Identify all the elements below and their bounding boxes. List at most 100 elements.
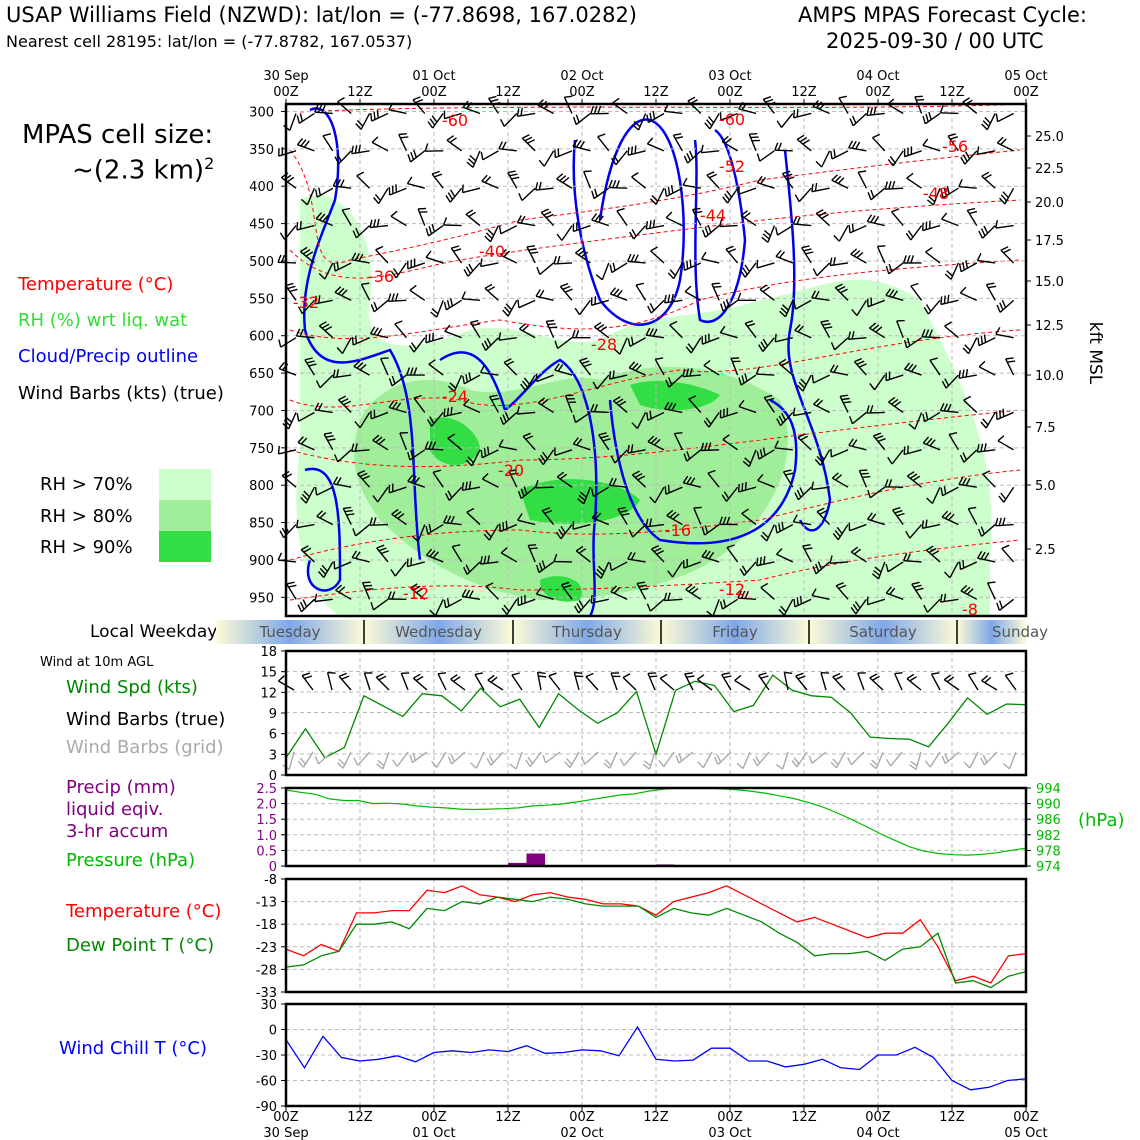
- wind-barb-flag: [969, 210, 978, 215]
- wind-barb: [333, 374, 352, 379]
- wind-barb: [977, 449, 996, 453]
- wind-barb: [801, 247, 812, 264]
- main-frame: [284, 102, 1028, 618]
- wind-barb-true-flag: [538, 675, 547, 678]
- wind-speed-label: Wind Spd (kts): [66, 677, 198, 698]
- wind-barb-flag: [646, 137, 654, 145]
- wind-barb-flag: [505, 303, 513, 311]
- wind-barb-flag: [667, 402, 673, 411]
- wind-barb-flag: [355, 335, 358, 344]
- wind-barb: [756, 561, 775, 567]
- wind-barb-grid: [317, 751, 333, 765]
- wind-barb: [482, 478, 499, 488]
- wind-barb-flag: [590, 595, 593, 604]
- wind-barb: [371, 112, 389, 122]
- wind-barb: [896, 320, 904, 338]
- wind-barb-flag: [967, 207, 976, 211]
- wind-barb: [480, 561, 499, 565]
- wind-barb-flag: [759, 556, 762, 565]
- wind-barb-flag: [572, 139, 579, 147]
- wind-barb: [444, 112, 462, 120]
- wind-barb-true: [622, 676, 637, 691]
- wind-barb-true: [548, 675, 561, 691]
- wind-barb: [409, 449, 426, 461]
- wind-barb-grid-flag: [944, 753, 949, 762]
- wind-barb-flag: [908, 423, 916, 430]
- wind-barb: [941, 516, 959, 526]
- wind-barb-flag: [704, 122, 711, 130]
- temperature-contour-label: -52: [719, 157, 745, 176]
- wind-barb-flag: [572, 414, 577, 423]
- wind-barb-flag: [871, 573, 880, 580]
- wind-barb-flag: [576, 602, 582, 611]
- wind-barb: [554, 369, 573, 376]
- wind-barb-flag: [977, 528, 983, 537]
- wind-barb-flag: [645, 518, 649, 527]
- wind-barb-flag: [520, 107, 523, 116]
- wind-barb-flag: [489, 394, 498, 398]
- bottom-tick-date: 02 Oct: [560, 1126, 603, 1140]
- wind-barb: [869, 327, 886, 339]
- wind-barb: [986, 582, 996, 600]
- wind-barb-flag: [369, 219, 373, 228]
- wind-barb-flag: [817, 561, 823, 570]
- wind-barb-flag: [838, 95, 847, 99]
- wind-barb-flag: [811, 290, 817, 299]
- wind-barb-flag: [463, 269, 469, 277]
- wind-barb-flag: [667, 377, 673, 385]
- dewpoint-label: Dew Point T (°C): [66, 935, 215, 956]
- wind-barb: [870, 187, 886, 201]
- wind-barb-flag: [866, 107, 870, 116]
- wind-barb-flag: [718, 516, 723, 525]
- wind-barb-flag: [867, 512, 873, 520]
- wind-barb-flag: [744, 457, 752, 464]
- wind-barb-flag: [928, 111, 932, 120]
- wind-barb-flag: [299, 601, 305, 610]
- wind-barb-flag: [655, 357, 664, 360]
- wind-barb: [872, 435, 886, 451]
- wind-barb-flag: [484, 235, 491, 243]
- wind-barb-flag: [701, 527, 706, 536]
- wind-barb: [352, 337, 370, 346]
- wind-barb-flag: [406, 558, 409, 567]
- wind-barb: [390, 215, 407, 227]
- wind-barb-flag: [583, 363, 592, 368]
- wind-barb-flag: [597, 105, 602, 114]
- wind-barb-true-flag: [758, 672, 767, 676]
- wind-barb: [407, 182, 425, 189]
- wind-barb-flag: [612, 97, 620, 104]
- wind-barb-flag: [286, 176, 295, 183]
- wind-barb-flag: [480, 151, 484, 160]
- wind-barb: [436, 300, 444, 318]
- wind-barb: [738, 108, 757, 115]
- wind-barb: [376, 547, 389, 563]
- wind-barb: [520, 486, 536, 500]
- wind-barb: [774, 149, 793, 152]
- wind-barbs-grid-label: Wind Barbs (grid): [66, 737, 224, 758]
- wind-barb-flag: [687, 96, 696, 102]
- wind-barb: [815, 561, 831, 575]
- wind-barb-flag: [344, 509, 353, 513]
- wind-barb-flag: [755, 366, 761, 375]
- wind-barb-flag: [941, 510, 949, 518]
- wind-barb-flag: [686, 451, 691, 460]
- wind-barb-grid-flag: [431, 760, 438, 768]
- wind-barb-flag: [959, 454, 965, 463]
- wind-barb-flag: [959, 286, 967, 294]
- wind-barb: [655, 187, 665, 205]
- wind-barb-flag: [304, 357, 313, 361]
- wind-barb-flag: [834, 283, 843, 289]
- wind-barb-flag: [831, 174, 838, 181]
- wind-barb-flag: [799, 595, 803, 604]
- wind-barb: [793, 223, 812, 227]
- wind-barb: [600, 561, 610, 579]
- wind-barb: [852, 112, 867, 127]
- wind-barb-flag: [608, 179, 613, 188]
- wind-barb-flag: [322, 214, 329, 222]
- wind-barb: [940, 112, 959, 115]
- wind-barb-flag: [870, 513, 877, 521]
- temp-y-tick: -8: [264, 873, 277, 888]
- wind-barb-flag: [853, 548, 862, 555]
- wind-barb: [926, 598, 941, 613]
- wind-barb-grid-flag: [736, 762, 744, 770]
